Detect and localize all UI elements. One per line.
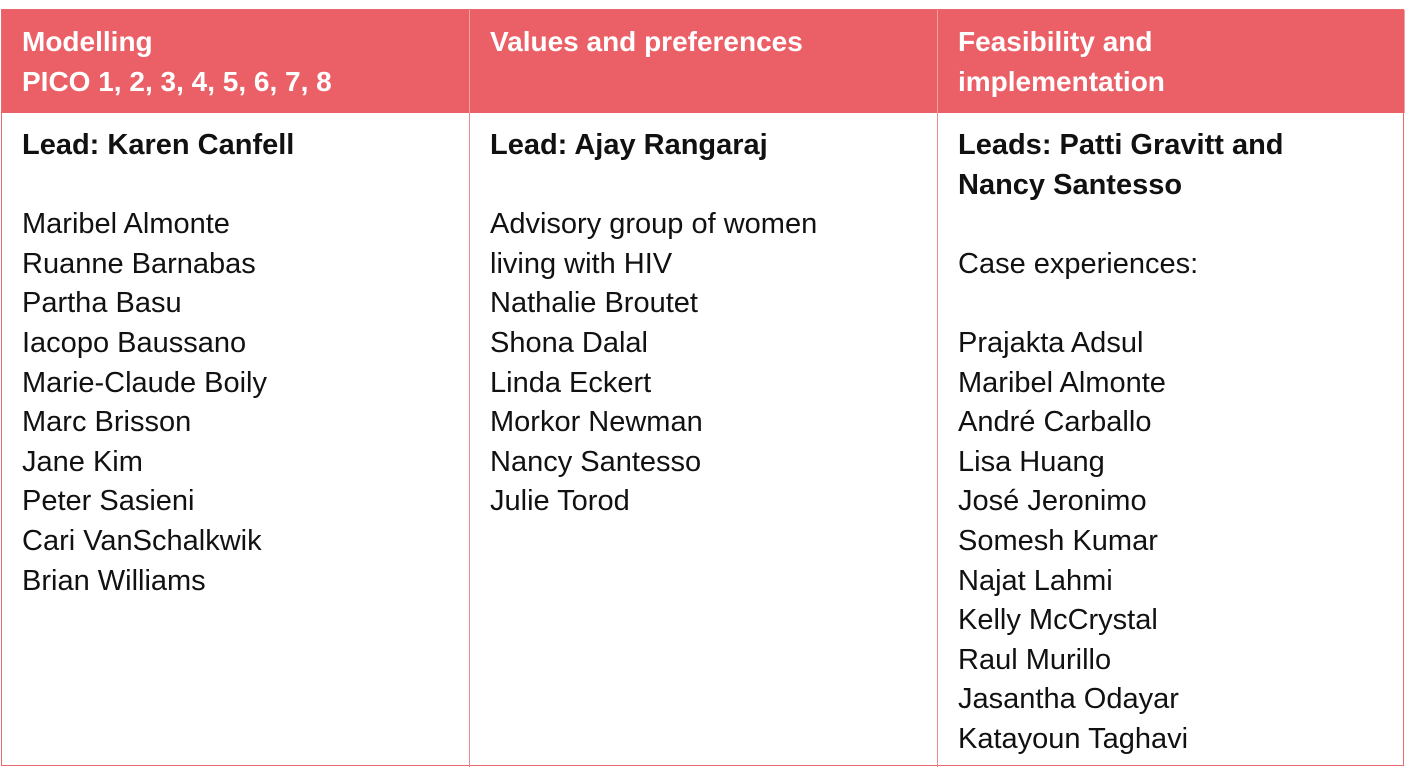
cell-modelling: Lead: Karen Canfell Maribel Almonte Ruan… — [2, 113, 470, 767]
member-list: Maribel Almonte Ruanne Barnabas Partha B… — [22, 205, 449, 601]
member-name: Marc Brisson — [22, 406, 192, 439]
header-line: Values and preferences — [490, 26, 803, 57]
member-name: Cari VanSchalkwik — [22, 524, 262, 557]
member-list: Advisory group of women living with HIV … — [490, 205, 917, 522]
header-line: implementation — [958, 66, 1165, 97]
member-name: Julie Torod — [490, 485, 630, 518]
cell-values-and-preferences: Lead: Ajay Rangaraj Advisory group of wo… — [470, 113, 938, 767]
member-name: Iacopo Baussano — [22, 326, 247, 359]
member-name: Lisa Huang — [958, 445, 1105, 478]
lead-line: Nancy Santesso — [958, 168, 1183, 201]
member-name: Ruanne Barnabas — [22, 247, 256, 280]
member-name: Prajakta Adsul — [958, 326, 1144, 359]
member-name: Marie-Claude Boily — [22, 366, 267, 399]
lead-name: Lead: Karen Canfell — [22, 126, 449, 166]
spacer — [958, 284, 1385, 324]
member-name: Raul Murillo — [958, 643, 1112, 676]
member-name: André Carballo — [958, 406, 1152, 439]
member-name: Jane Kim — [22, 445, 143, 478]
member-name: Peter Sasieni — [22, 485, 195, 518]
cell-feasibility-and-implementation: Leads: Patti Gravitt and Nancy Santesso … — [938, 113, 1405, 767]
member-name: Shona Dalal — [490, 326, 648, 359]
header-line: PICO 1, 2, 3, 4, 5, 6, 7, 8 — [22, 66, 332, 97]
member-name: living with HIV — [490, 247, 673, 280]
lead-line: Leads: Patti Gravitt and — [958, 129, 1284, 161]
member-name: Maribel Almonte — [22, 208, 230, 241]
spacer — [958, 205, 1385, 245]
member-name: Najat Lahmi — [958, 564, 1113, 597]
lead-name: Lead: Ajay Rangaraj — [490, 126, 917, 166]
member-name: Kelly McCrystal — [958, 604, 1158, 637]
lead-line: Lead: Ajay Rangaraj — [490, 129, 768, 161]
member-name: Maribel Almonte — [958, 366, 1166, 399]
header-line: Feasibility and — [958, 26, 1153, 57]
working-groups-table: Modelling PICO 1, 2, 3, 4, 5, 6, 7, 8 Va… — [1, 9, 1405, 767]
member-name: José Jeronimo — [958, 485, 1147, 518]
member-name: Partha Basu — [22, 287, 182, 320]
member-name: Morkor Newman — [490, 406, 703, 439]
header-values-and-preferences: Values and preferences — [470, 10, 938, 113]
member-name: Linda Eckert — [490, 366, 652, 399]
header-feasibility-and-implementation: Feasibility and implementation — [938, 10, 1405, 113]
spacer — [22, 166, 449, 206]
member-name: Brian Williams — [22, 564, 206, 597]
member-name: Katayoun Taghavi — [958, 722, 1189, 755]
lead-line: Lead: Karen Canfell — [22, 129, 295, 161]
member-name: Nathalie Broutet — [490, 287, 698, 320]
header-modelling: Modelling PICO 1, 2, 3, 4, 5, 6, 7, 8 — [2, 10, 470, 113]
member-name: Nancy Santesso — [490, 445, 702, 478]
case-experiences-label: Case experiences: — [958, 247, 1199, 280]
member-list: Prajakta Adsul Maribel Almonte André Car… — [958, 324, 1385, 760]
member-name: Jasantha Odayar — [958, 683, 1179, 716]
member-name: Somesh Kumar — [958, 524, 1158, 557]
lead-name: Leads: Patti Gravitt and Nancy Santesso — [958, 126, 1385, 205]
member-name: Advisory group of women — [490, 208, 818, 241]
header-line: Modelling — [22, 26, 153, 57]
spacer — [490, 166, 917, 206]
